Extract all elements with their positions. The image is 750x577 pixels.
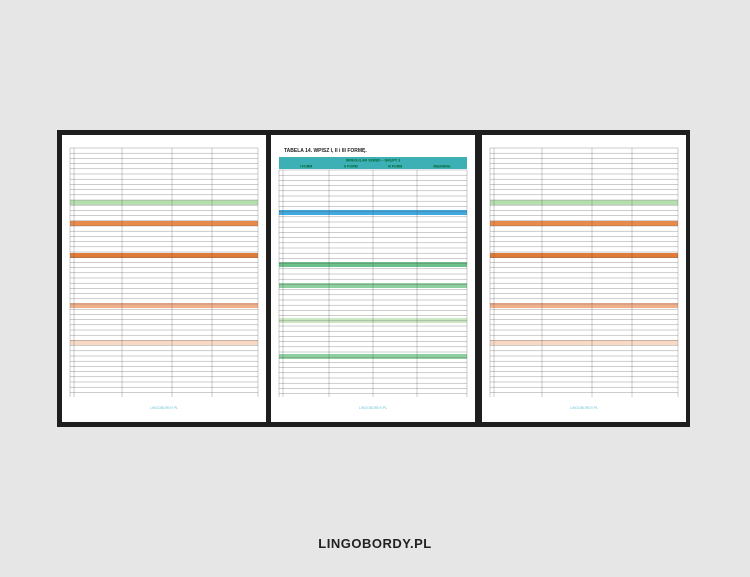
section-bar	[490, 340, 678, 345]
brand: LINGOBORDY.PL	[318, 536, 432, 551]
section-bar	[490, 200, 678, 205]
section-bar	[490, 253, 678, 258]
section-bar	[490, 221, 678, 226]
column-label: II FORM	[344, 165, 358, 169]
sheet-footer: LINGOBORDY.PL	[359, 406, 387, 410]
sheet-footer: LINGOBORDY.PL	[570, 406, 598, 410]
section-title: IRREGULAR VERBS – GRUPY 3	[346, 159, 400, 163]
column-header	[279, 163, 467, 169]
sheet: LINGOBORDY.PL	[482, 135, 686, 422]
column-label: III FORM	[388, 165, 403, 169]
sheet-content: TABELA 14. WPISZ I, II i III FORMĘ. IRREG…	[278, 148, 468, 410]
section-bar	[70, 221, 258, 226]
sheet-content: LINGOBORDY.PL	[489, 147, 679, 410]
section-bar	[70, 253, 258, 258]
section-bar	[490, 303, 678, 308]
section-bar	[70, 303, 258, 308]
section-header	[279, 157, 467, 163]
sheet-title: TABELA 14. WPISZ I, II i III FORMĘ.	[284, 148, 367, 154]
column-label: MEANING	[434, 165, 451, 169]
section-bar	[70, 340, 258, 345]
sheet: LINGOBORDY.PL	[62, 135, 266, 422]
sheet-content: LINGOBORDY.PL	[69, 147, 259, 410]
section-bar	[70, 200, 258, 205]
sheet-footer: LINGOBORDY.PL	[150, 406, 178, 410]
sheet: TABELA 14. WPISZ I, II i III FORMĘ. IRREG…	[271, 135, 475, 422]
column-label: I FORM	[300, 165, 313, 169]
